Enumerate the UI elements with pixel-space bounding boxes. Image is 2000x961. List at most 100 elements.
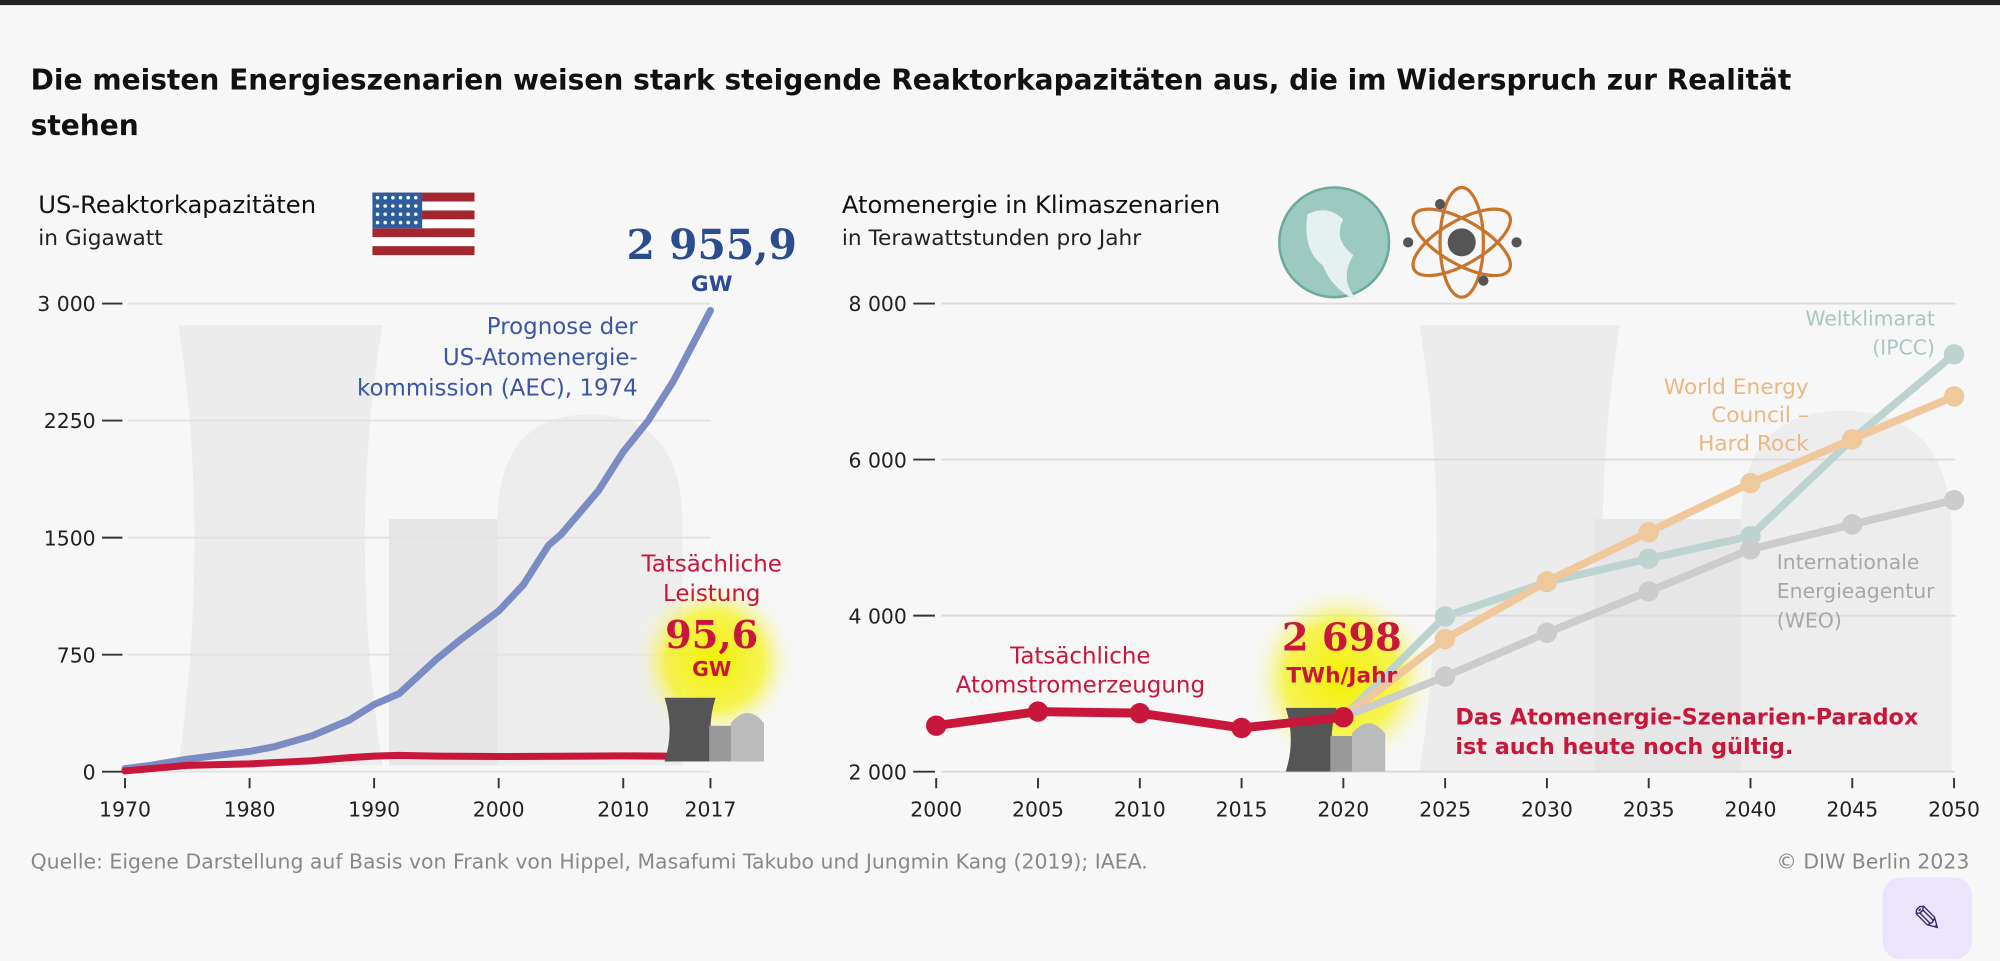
left-ytick-label: 0	[83, 760, 96, 784]
left-xtick-label: 1980	[224, 797, 276, 821]
flag-star	[414, 195, 418, 200]
flag-star	[391, 204, 395, 208]
wec-point	[1434, 628, 1456, 650]
left-xtick-label: 2017	[685, 797, 737, 821]
source-note: Quelle: Eigene Darstellung auf Basis von…	[30, 849, 1148, 874]
flag-star	[391, 195, 395, 200]
generation-unit-label: TWh/Jahr	[1286, 663, 1397, 688]
wec-point	[1943, 386, 1965, 407]
flag-star	[406, 204, 410, 208]
weo-point	[1943, 489, 1965, 511]
weo-point	[1638, 581, 1659, 602]
right-xtick-label: 2035	[1623, 797, 1675, 821]
right-ytick-label: 4 000	[849, 604, 907, 628]
flag-star	[375, 195, 380, 200]
atom-electron	[1478, 275, 1489, 286]
actual-value-label: 95,6	[665, 613, 758, 658]
left-mini-plant-tower	[664, 697, 716, 762]
forecast-unit-label: GW	[691, 272, 733, 297]
globe-land	[1306, 210, 1359, 302]
right-ytick-label: 8 000	[849, 292, 907, 316]
right-xtick-label: 2050	[1928, 797, 1980, 821]
weo-point	[1842, 514, 1863, 535]
flag-star	[383, 195, 387, 200]
forecast-value-label: 2 955,9	[627, 221, 797, 269]
flag-star	[375, 212, 380, 217]
actual-generation-label: Atomstromerzeugung	[956, 673, 1205, 699]
left-xtick-label: 1970	[99, 797, 151, 821]
right-xtick-label: 2040	[1725, 797, 1777, 821]
atom-electron	[1511, 237, 1522, 248]
wec-point	[1638, 521, 1659, 543]
actual-unit-label: GW	[692, 657, 731, 681]
flag-stripe	[372, 246, 475, 256]
ipcc-label: Weltklimarat	[1805, 306, 1935, 330]
edit-button[interactable]: ✎	[1882, 877, 1972, 960]
flag-star	[383, 204, 387, 208]
flag-star	[383, 212, 387, 217]
weo-point	[1536, 622, 1558, 644]
left-ytick-label: 3 000	[37, 292, 95, 316]
wec-label: World Energy	[1664, 375, 1809, 400]
flag-star	[398, 195, 403, 200]
atom-electron	[1403, 237, 1414, 248]
flag-star	[398, 204, 403, 208]
ipcc-point	[1638, 548, 1659, 569]
left-plant-tower	[178, 325, 383, 766]
ipcc-point	[1434, 606, 1456, 627]
atom-nucleus	[1447, 228, 1476, 257]
aec-forecast-label: kommission (AEC), 1974	[357, 375, 638, 401]
right-xtick-label: 2015	[1216, 797, 1268, 821]
flag-star	[398, 212, 403, 217]
flag-star	[391, 212, 395, 217]
wec-label: Hard Rock	[1698, 431, 1809, 456]
generation-value-label: 2 698	[1282, 616, 1402, 661]
right-xtick-label: 2000	[910, 797, 962, 821]
right-xtick-label: 2020	[1317, 797, 1369, 821]
weo-point	[1740, 539, 1761, 560]
atom-icon	[1411, 185, 1513, 299]
us-actual-label: Tatsächliche	[641, 551, 782, 577]
pencil-icon: ✎	[1912, 897, 1943, 940]
atom-orbit	[1438, 185, 1486, 299]
weo-label: Internationale	[1777, 550, 1920, 574]
left-mini-plant-dome	[730, 713, 765, 762]
flag-stripe	[372, 201, 475, 211]
actual-generation-label: Tatsächliche	[1009, 643, 1150, 669]
flag-star	[375, 220, 380, 225]
aec-forecast-line	[121, 306, 714, 773]
atom-orbit	[1411, 207, 1513, 278]
actual-generation-point	[1333, 707, 1354, 728]
wec-point	[1740, 472, 1761, 494]
flag-star	[414, 204, 418, 208]
left-xtick-label: 2010	[597, 797, 649, 821]
right-mini-plant-dome	[1352, 723, 1386, 772]
flag-star	[398, 220, 403, 225]
left-ytick-label: 1500	[44, 526, 96, 550]
actual-generation-point	[926, 715, 947, 736]
us-flag-icon	[372, 192, 475, 256]
ipcc-label: (IPCC)	[1872, 336, 1935, 360]
flag-canton	[372, 192, 423, 229]
right-xtick-label: 2005	[1012, 797, 1064, 821]
page-title: Die meisten Energieszenarien weisen star…	[30, 65, 1792, 143]
us-actual-line	[121, 751, 714, 775]
paradox-note: ist auch heute noch gültig.	[1455, 734, 1793, 760]
flag-stripe	[372, 237, 475, 247]
weo-label: Energieagentur	[1777, 579, 1935, 603]
left-ytick-label: 750	[57, 643, 96, 667]
left-ytick-label: 2250	[44, 409, 96, 433]
right-ytick-label: 2 000	[849, 760, 907, 784]
right-xtick-label: 2010	[1114, 797, 1166, 821]
flag-star	[406, 195, 410, 200]
wec-point	[1536, 571, 1558, 592]
flag-stripe	[372, 228, 475, 238]
flag-star	[383, 220, 387, 225]
flag-star	[406, 212, 410, 217]
flag-stripe	[372, 192, 475, 202]
actual-generation-point	[1231, 717, 1252, 739]
right-xtick-label: 2045	[1826, 797, 1878, 821]
wec-label: Council –	[1711, 403, 1809, 428]
atom-electron	[1434, 198, 1446, 210]
